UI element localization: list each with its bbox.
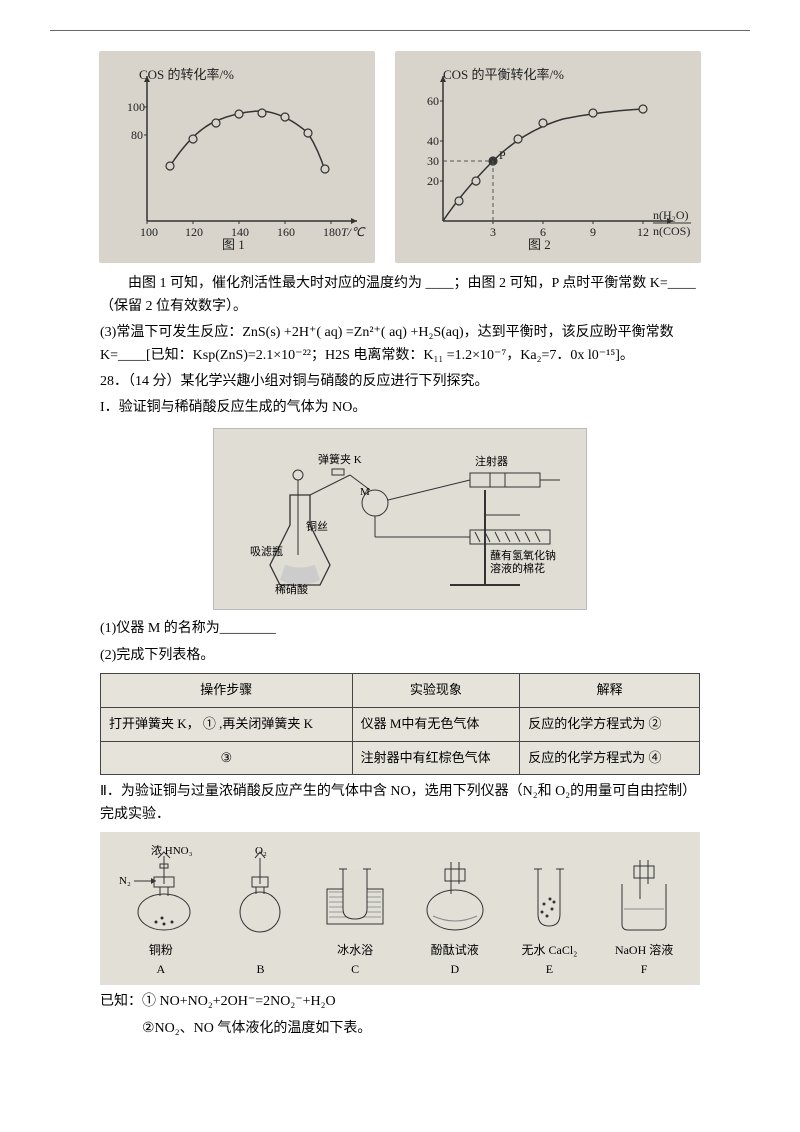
- svg-text:P: P: [499, 148, 506, 162]
- apparatus-D: 酚酞试液 D: [415, 844, 495, 979]
- apparatus-row: 浓 HNO₃ N₂ 铜粉 A O₂: [100, 832, 700, 985]
- svg-text:100: 100: [127, 100, 145, 114]
- svg-text:n(COS): n(COS): [653, 224, 690, 238]
- page: COS 的转化率/% 100 80 100 120 140 160 180: [50, 30, 750, 1084]
- svg-text:60: 60: [427, 94, 439, 108]
- svg-text:铜丝: 铜丝: [306, 519, 328, 533]
- th-phenom: 实验现象: [352, 673, 520, 707]
- table-row: 打开弹簧夹 K， ① ,再关闭弹簧夹 K 仪器 M中有无色气体 反应的化学方程式…: [101, 707, 700, 741]
- known-label: 已知：① NO+NO₂+2OH⁻=2NO₂⁻+H₂O: [100, 991, 700, 1013]
- chart1-title: COS 的转化率/%: [139, 67, 234, 82]
- svg-text:80: 80: [131, 128, 143, 142]
- q1: (1)仪器 M 的名称为________: [100, 618, 700, 640]
- svg-text:吸滤瓶: 吸滤瓶: [250, 544, 283, 558]
- svg-text:9: 9: [590, 225, 596, 239]
- svg-text:180: 180: [323, 225, 341, 239]
- chart2-caption: 图 2: [528, 237, 551, 251]
- para-after-charts: 由图 1 可知，催化剂活性最大时对应的温度约为 ____；由图 2 可知，P 点…: [100, 273, 700, 318]
- apparatus-F: NaOH 溶液 F: [604, 844, 684, 979]
- svg-text:20: 20: [427, 174, 439, 188]
- section-II: Ⅱ．为验证铜与过量浓硝酸反应产生的气体中含 NO，选用下列仪器（N₂和 O₂的用…: [100, 781, 700, 826]
- apparatus-A: 浓 HNO₃ N₂ 铜粉 A: [116, 844, 206, 979]
- apparatus-B: O₂ B: [225, 844, 295, 979]
- svg-text:N₂: N₂: [119, 875, 131, 887]
- apparatus-C: 冰水浴 C: [315, 844, 395, 979]
- charts-row: COS 的转化率/% 100 80 100 120 140 160 180: [100, 51, 700, 263]
- svg-text:120: 120: [185, 225, 203, 239]
- svg-text:40: 40: [427, 134, 439, 148]
- svg-text:T/℃: T/℃: [341, 225, 366, 239]
- known-2: ②NO₂、NO 气体液化的温度如下表。: [100, 1018, 700, 1040]
- svg-text:160: 160: [277, 225, 295, 239]
- svg-text:浓 HNO₃: 浓 HNO₃: [151, 844, 193, 857]
- chart-2: COS 的平衡转化率/% 60 40 30 20 3 6 9 12: [395, 51, 701, 263]
- th-steps: 操作步骤: [101, 673, 353, 707]
- svg-text:M: M: [360, 486, 370, 498]
- svg-text:稀硝酸: 稀硝酸: [275, 582, 308, 595]
- chart2-title: COS 的平衡转化率/%: [443, 67, 564, 82]
- question-28-head: 28．（14 分）某化学兴趣小组对铜与硝酸的反应进行下列探究。: [100, 371, 700, 393]
- svg-text:100: 100: [140, 225, 158, 239]
- svg-text:蘸有氢氧化钠: 蘸有氢氧化钠: [490, 548, 556, 562]
- experiment-table: 操作步骤 实验现象 解释 打开弹簧夹 K， ① ,再关闭弹簧夹 K 仪器 M中有…: [100, 673, 700, 775]
- question-3: (3)常温下可发生反应：ZnS(s) +2H⁺( aq) =Zn²⁺( aq) …: [100, 322, 700, 367]
- apparatus-E: 无水 CaCl₂ E: [514, 844, 584, 979]
- svg-text:溶液的棉花: 溶液的棉花: [490, 561, 545, 575]
- svg-text:注射器: 注射器: [475, 454, 508, 468]
- svg-text:12: 12: [637, 225, 649, 239]
- q2: (2)完成下列表格。: [100, 645, 700, 667]
- chart-1: COS 的转化率/% 100 80 100 120 140 160 180: [99, 51, 375, 263]
- table-row: ③ 注射器中有红棕色气体 反应的化学方程式为 ④: [101, 741, 700, 775]
- th-explain: 解释: [520, 673, 700, 707]
- chart1-caption: 图 1: [222, 237, 245, 251]
- diagram-apparatus-1: 吸滤瓶 稀硝酸 铜丝 弹簧夹 K M 注射器: [213, 428, 587, 610]
- svg-text:n(H₂O): n(H₂O): [653, 208, 689, 222]
- svg-text:3: 3: [490, 225, 496, 239]
- section-I: I．验证铜与稀硝酸反应生成的气体为 NO。: [100, 397, 700, 419]
- svg-text:30: 30: [427, 154, 439, 168]
- svg-text:弹簧夹 K: 弹簧夹 K: [318, 452, 362, 466]
